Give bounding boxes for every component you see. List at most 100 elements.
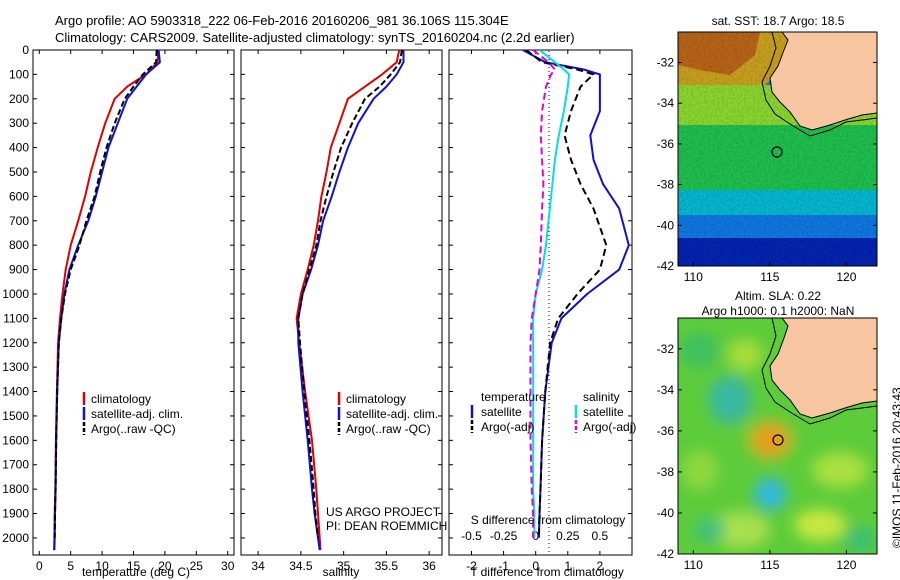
series-line-satellite-adj-clim- — [297, 50, 405, 551]
temperature-x-axis: 0 5 10 15 20 25 30 — [36, 50, 235, 573]
salinity-lines — [295, 50, 405, 551]
argo-location-marker — [772, 434, 784, 446]
series-line-argo-raw-qc- — [297, 50, 403, 539]
salinity-xlabel: salinity — [323, 565, 360, 579]
difference-s-axis: -0.5 -0.25 0 0.25 0.5 — [461, 529, 608, 543]
depth-tick-label: 200 — [9, 92, 29, 106]
x-tick-label: 36 — [422, 559, 436, 573]
salinity-y-ticks — [241, 49, 442, 539]
series-line-temperature-argo-adj- — [525, 50, 608, 538]
lat-tick-label: -36 — [657, 424, 675, 438]
depth-tick-label: 1900 — [2, 507, 29, 521]
land-mass — [769, 318, 877, 419]
lat-tick-label: -34 — [657, 96, 675, 110]
lat-tick-label: -42 — [657, 547, 675, 561]
depth-tick-label: 1000 — [2, 287, 29, 301]
difference-y-ticks — [449, 49, 632, 539]
legend-label-argo: Argo(..raw -QC) — [91, 422, 176, 436]
depth-tick-label: 900 — [9, 263, 29, 277]
depth-tick-label: 300 — [9, 116, 29, 130]
temperature-lines — [53, 50, 161, 551]
x-tick-label: 34.5 — [289, 559, 313, 573]
lon-tick-label: 110 — [684, 270, 703, 284]
s-difference-label: S difference from climatology — [471, 513, 626, 527]
depth-tick-label: 1400 — [2, 385, 29, 399]
lon-tick-label: 115 — [760, 270, 779, 284]
difference-x-axis: -2 -1 0 1 2 — [466, 50, 604, 573]
x-tick-label: -2 — [466, 559, 477, 573]
land-mass — [769, 32, 877, 131]
sla-map-title2: Argo h1000: 0.1 h2000: NaN — [702, 304, 855, 318]
s-tick-label: -0.25 — [490, 529, 518, 543]
temperature-xlabel: temperature (deg C) — [82, 565, 190, 579]
salinity-axes-box — [240, 49, 443, 556]
difference-panel: -2 -1 0 1 2 -0.5 -0.25 0 0.25 0.5 T difference f… — [448, 49, 636, 579]
legend-label-climatology: climatology — [346, 392, 406, 406]
x-tick-label: 2 — [597, 559, 604, 573]
sst-map-frame — [677, 31, 878, 267]
sla-map-title1: Altim. SLA: 0.22 — [735, 289, 821, 303]
header-title-line2: Climatology: CARS2009. Satellite-adjuste… — [55, 30, 575, 45]
x-tick-label: 34 — [251, 559, 265, 573]
series-line-climatology — [295, 50, 401, 551]
legend-label-s-argo: Argo(-adj) — [583, 420, 636, 434]
imos-watermark: ©IMOS 11-Feb-2016 20:43:43 — [890, 387, 900, 548]
x-tick-label: 15 — [127, 559, 141, 573]
series-line-salinity-satellite — [532, 50, 571, 538]
lat-tick-label: -34 — [657, 383, 675, 397]
depth-tick-label: 1600 — [2, 433, 29, 447]
lat-tick-label: -42 — [657, 259, 675, 273]
depth-tick-label: 500 — [9, 165, 29, 179]
depth-tick-label: 2000 — [2, 531, 29, 545]
x-tick-label: 25 — [190, 559, 204, 573]
depth-tick-label: 800 — [9, 238, 29, 252]
legend-title-temperature: temperature — [481, 390, 546, 404]
lat-tick-label: -38 — [657, 178, 675, 192]
x-tick-label: 0 — [36, 559, 43, 573]
sla-map-axes: -32 -34 -36 -38 -40 -42 110 115 120 — [657, 342, 877, 572]
x-tick-label: 0 — [532, 559, 539, 573]
lat-tick-label: -36 — [657, 137, 675, 151]
x-tick-label: -1 — [498, 559, 509, 573]
x-tick-label: 35 — [337, 559, 351, 573]
lon-tick-label: 110 — [684, 558, 703, 572]
x-tick-label: 1 — [564, 559, 571, 573]
depth-tick-label: 0 — [22, 43, 29, 57]
sla-map-frame — [677, 317, 878, 555]
depth-tick-label: 700 — [9, 214, 29, 228]
pi-label: PI: DEAN ROEMMICH — [326, 519, 447, 533]
difference-xlabel: T difference from climatology — [470, 565, 624, 579]
argo-location-marker — [771, 146, 783, 158]
depth-tick-label: 400 — [9, 141, 29, 155]
project-label: US ARGO PROJECT — [326, 505, 441, 519]
s-tick-label: 0.5 — [592, 529, 609, 543]
header-title-line1: Argo profile: AO 5903318_222 06-Feb-2016… — [55, 13, 509, 28]
depth-tick-label: 1200 — [2, 336, 29, 350]
x-tick-label: 5 — [67, 559, 74, 573]
difference-legend: temperature salinity satellite Argo(-adj… — [470, 390, 636, 434]
depth-tick-label: 100 — [9, 67, 29, 81]
sst-map-axes: -32 -34 -36 -38 -40 -42 110 115 120 — [657, 56, 877, 284]
sst-map: sat. SST: 18.7 Argo: 18.5 -32 -34 -36 -38 -4… — [657, 14, 878, 284]
salinity-panel: 34 34.5 35 35.5 36 salinity climatology sate… — [240, 49, 447, 579]
sla-map: Altim. SLA: 0.22 Argo h1000: 0.1 h2000: … — [657, 289, 878, 572]
legend-label-argo: Argo(..raw -QC) — [346, 422, 431, 436]
sst-map-title: sat. SST: 18.7 Argo: 18.5 — [712, 14, 845, 28]
series-line-argo-raw-qc- — [53, 50, 158, 538]
lat-tick-label: -32 — [657, 342, 675, 356]
isobath-line — [761, 318, 877, 425]
temperature-axes-box — [32, 49, 235, 556]
depth-tick-label: 1800 — [2, 482, 29, 496]
x-tick-label: 20 — [158, 559, 172, 573]
temperature-legend: climatology satellite-adj. clim. Argo(..… — [82, 392, 183, 436]
temperature-panel: 0100200300400500600700800900100011001200… — [2, 43, 234, 579]
salinity-legend: climatology satellite-adj. clim. Argo(..… — [337, 392, 438, 436]
lon-tick-label: 120 — [836, 270, 856, 284]
depth-tick-label: 1700 — [2, 458, 29, 472]
legend-label-satellite: satellite-adj. clim. — [346, 407, 438, 421]
x-tick-label: 30 — [221, 559, 235, 573]
lat-tick-label: -38 — [657, 465, 675, 479]
x-tick-label: 10 — [95, 559, 109, 573]
salinity-x-axis: 34 34.5 35 35.5 36 — [251, 50, 436, 573]
